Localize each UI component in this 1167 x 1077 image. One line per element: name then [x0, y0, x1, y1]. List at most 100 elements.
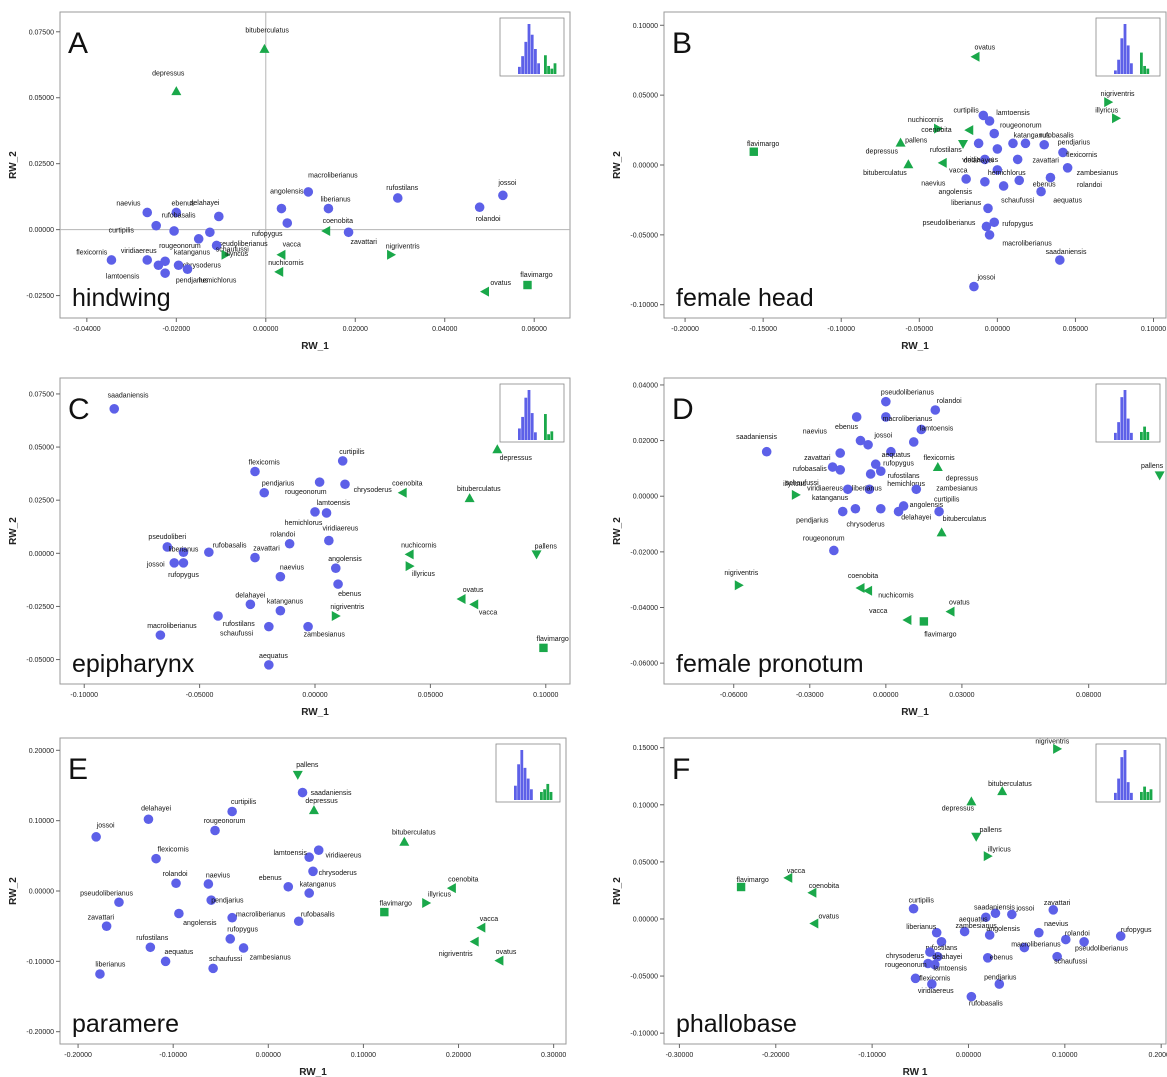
inset-bar-green: [1143, 65, 1146, 74]
x-tick-label: 0.06000: [522, 326, 547, 333]
point-label-ovatus: ovatus: [463, 587, 484, 594]
point-angolensis: [984, 930, 995, 940]
point-label-chrysoderus: chrysoderus: [886, 953, 925, 960]
point-flexicornis: [910, 973, 921, 984]
point-bituberculatus: [936, 527, 947, 537]
point-label-delahayei: delahayei: [190, 200, 220, 207]
point-label-saadaniensis: saadaniensis: [311, 790, 352, 797]
point-rufobasalis: [1039, 139, 1050, 150]
y-tick-label: 0.04000: [633, 382, 658, 389]
point-viridiaereus: [992, 144, 1003, 154]
point-macroliberianus: [984, 230, 995, 240]
inset-bar-blue: [527, 390, 531, 440]
point-zambesianus: [238, 943, 249, 953]
point-pallens: [531, 550, 542, 560]
point-lamtoensis: [304, 852, 314, 863]
point-label-depressus: depressus: [946, 476, 979, 483]
x-tick-label: -0.05000: [186, 692, 214, 699]
y-tick-label: 0.02500: [29, 161, 54, 168]
point-pendjarius: [314, 477, 325, 487]
point-label-zavattari: zavattari: [253, 546, 280, 553]
x-tick-label: 0.03000: [949, 692, 974, 699]
inset-bar-green: [549, 791, 553, 800]
point-label-zavattari: zavattari: [1033, 158, 1060, 165]
point-label-lamtoensis: lamtoensis: [273, 850, 307, 857]
point-label-illyricus: illyricus: [783, 481, 806, 488]
point-label-nigriventris: nigriventris: [439, 951, 473, 958]
point-nigriventris: [734, 580, 744, 591]
point-label-bituberculatus: bituberculatus: [943, 516, 987, 523]
point-ebenus: [171, 207, 182, 218]
inset-bar-blue: [517, 764, 520, 800]
point-label-rufopygus: rufopygus: [168, 572, 199, 579]
point-label-rougeonorum: rougeonorum: [159, 243, 201, 250]
point-hemichlorus: [992, 165, 1003, 175]
point-ebenus: [851, 412, 862, 422]
point-flavimargo: [539, 643, 548, 653]
point-angolensis: [174, 908, 184, 919]
inset-bar-blue: [534, 49, 537, 74]
plot-area: [663, 737, 1167, 1045]
point-rolandoi: [171, 878, 181, 889]
point-rougeonorum: [829, 545, 839, 556]
point-label-nuchicornis: nuchicornis: [878, 592, 914, 599]
panel-b: -0.20000 -0.15000 -0.10000 -0.05000 0.00000 0…: [612, 11, 1167, 352]
point-label-rolandoi: rolandoi: [163, 871, 188, 878]
point-aequatus: [264, 660, 274, 670]
inset-histogram: [1095, 383, 1161, 443]
point-label-delahayei: delahayei: [141, 805, 171, 812]
inset-bar-blue: [530, 789, 533, 800]
y-axis-title: RW_2: [8, 151, 19, 179]
point-label-rufobasalis: rufobasalis: [969, 1000, 1003, 1007]
point-schaufussi: [835, 465, 846, 475]
point-label-rougeonorum: rougeonorum: [204, 818, 246, 825]
point-label-rufobasalis: rufobasalis: [213, 542, 247, 549]
point-label-katanganus: katanganus: [174, 250, 211, 257]
point-pallens: [958, 140, 969, 150]
point-schaufussi: [998, 181, 1009, 191]
point-ovatus: [970, 51, 980, 62]
x-tick-label: 0.00000: [956, 1052, 981, 1059]
inset-bar-blue: [530, 34, 534, 74]
y-tick-label: 0.02000: [633, 438, 658, 445]
inset-histogram: [1095, 743, 1161, 803]
point-bituberculatus: [997, 786, 1008, 796]
x-tick-label: 0.10000: [1052, 1052, 1077, 1059]
x-axis-title: RW 1: [903, 1067, 928, 1077]
inset-bar-blue: [534, 432, 537, 440]
point-label-schaufussi: schaufussi: [216, 246, 250, 253]
point-label-katanganus: katanganus: [1014, 132, 1051, 139]
point-zavattari: [1012, 154, 1023, 165]
point-jossoi: [91, 832, 101, 842]
x-tick-label: -0.02000: [162, 326, 190, 333]
point-rufobasalis: [293, 916, 304, 927]
x-tick-label: 0.08000: [1076, 692, 1101, 699]
point-label-viridiaereus: viridiaereus: [918, 988, 954, 995]
point-lamtoensis: [929, 959, 940, 970]
point-coenobita: [397, 487, 407, 498]
point-label-curtipilis: curtipilis: [934, 497, 960, 504]
point-label-pendjarius: pendjarius: [984, 975, 1017, 982]
point-flavimargo: [380, 907, 389, 917]
point-label-ovatus: ovatus: [949, 599, 970, 606]
point-label-rufostilans: rufostilans: [223, 621, 255, 628]
panel-a: -0.04000 -0.02000 0.00000 0.02000 0.04000 0.0…: [8, 11, 571, 352]
point-label-rougeonorum: rougeonorum: [1000, 123, 1042, 130]
point-bituberculatus: [259, 43, 270, 53]
point-rufopygus: [225, 934, 236, 944]
point-label-ebenus: ebenus: [835, 424, 858, 431]
point-label-hemichlorus: hemichlorus: [199, 277, 237, 284]
point-label-chrysoderus: chrysoderus: [319, 870, 358, 877]
point-zavattari: [343, 227, 354, 238]
x-tick-label: 0.10000: [1141, 326, 1166, 333]
inset-bar-blue: [524, 397, 528, 440]
y-tick-label: 0.10000: [633, 23, 658, 30]
point-depressus: [308, 805, 319, 815]
point-vacca: [783, 872, 793, 883]
inset-bar-blue: [1126, 45, 1130, 74]
x-tick-label: 0.30000: [541, 1052, 566, 1059]
point-coenobita: [446, 883, 456, 894]
point-label-macroliberianus: macroliberianus: [308, 172, 358, 179]
point-coenobita: [964, 125, 974, 136]
